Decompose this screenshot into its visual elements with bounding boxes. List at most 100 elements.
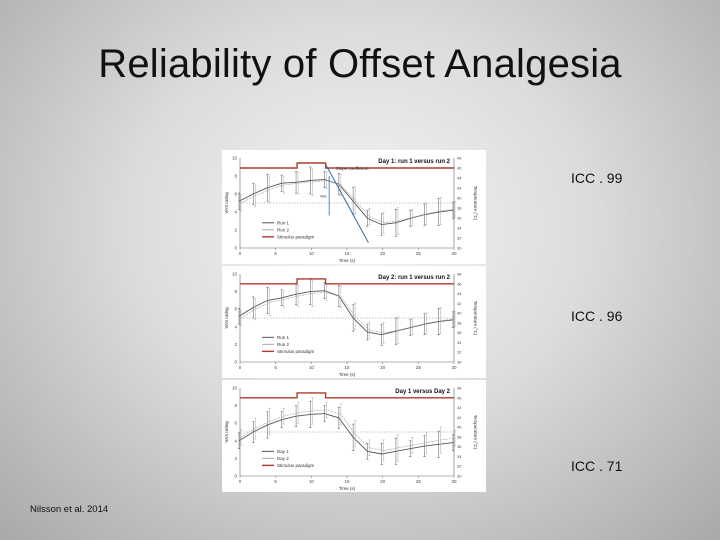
y-tick-label: 10: [232, 272, 238, 277]
y-tick-label: 4: [234, 210, 237, 215]
x-tick-label: 10: [309, 251, 315, 256]
legend-label: Run 1: [277, 220, 290, 225]
x-tick-label: 25: [416, 365, 422, 370]
legend-label: Day 1: [277, 449, 289, 454]
chart-title: Day 1 versus Day 2: [395, 389, 450, 395]
y2-tick-label: 44: [457, 405, 462, 410]
chart-day2-runs: 0 5 10 15 20 25 30024681030323436384042444648T…: [224, 272, 478, 378]
chart-day1-vs-day2: 0 5 10 15 20 25 30024681030323436384042444648T…: [224, 386, 478, 492]
y2-axis-label: Temperature (°C): [473, 415, 478, 450]
series-line-2: [240, 409, 456, 451]
series-line-2: [240, 292, 456, 334]
y-tick-label: 2: [234, 456, 237, 461]
x-axis-label: Time (s): [339, 258, 356, 263]
legend-label: Stimulus paradigm: [277, 234, 315, 239]
legend-label: Run 2: [277, 342, 290, 347]
y-axis-label: VAS rating: [224, 307, 229, 329]
legend-label: Day 2: [277, 456, 289, 461]
y2-tick-label: 30: [457, 360, 462, 365]
y2-tick-label: 36: [457, 330, 462, 335]
vas-annotation: VAS: [320, 195, 327, 199]
y-tick-label: 4: [234, 324, 237, 329]
y2-tick-label: 36: [457, 216, 462, 221]
y2-tick-label: 42: [457, 301, 462, 306]
x-tick-label: 30: [451, 251, 457, 256]
y-tick-label: 0: [234, 474, 237, 479]
series-line-1: [238, 290, 454, 336]
y-axis-label: VAS rating: [224, 192, 229, 214]
y2-tick-label: 30: [457, 474, 462, 479]
x-tick-label: 15: [344, 479, 350, 484]
y-tick-label: 8: [234, 289, 237, 294]
y2-tick-label: 48: [457, 386, 462, 391]
chart-panel-2: 0 5 10 15 20 25 30 0 2 4 6 8 10 30 32 34 36 38 40 42 44 46 48 T…: [222, 266, 486, 378]
y2-tick-label: 32: [457, 464, 462, 469]
series-stimulus-line: [240, 278, 454, 285]
y2-tick-label: 38: [457, 320, 462, 325]
slope-line: [325, 164, 369, 243]
series-stimulus-line: [240, 392, 454, 399]
y-tick-label: 0: [234, 360, 237, 365]
y-tick-label: 2: [234, 228, 237, 233]
x-tick-label: 20: [380, 251, 386, 256]
x-tick-label: 25: [416, 479, 422, 484]
y2-tick-label: 38: [457, 206, 462, 211]
y2-tick-label: 44: [457, 176, 462, 181]
x-tick-label: 5: [274, 479, 277, 484]
y2-tick-label: 44: [457, 291, 462, 296]
y-tick-label: 0: [234, 246, 237, 251]
icc-label-3: ICC . 71: [571, 458, 623, 474]
y2-tick-label: 34: [457, 340, 462, 345]
y2-tick-label: 48: [457, 156, 462, 161]
legend-label: Run 1: [277, 335, 290, 340]
x-tick-label: 20: [380, 479, 386, 484]
y-tick-label: 8: [234, 174, 237, 179]
x-tick-label: 5: [274, 251, 277, 256]
y2-tick-label: 40: [457, 425, 462, 430]
y2-tick-label: 36: [457, 444, 462, 449]
y2-tick-label: 34: [457, 454, 462, 459]
y2-tick-label: 32: [457, 350, 462, 355]
y-tick-label: 10: [232, 156, 238, 161]
y-axis-label: VAS rating: [224, 421, 229, 443]
y2-axis-label: Temperature (°C): [473, 186, 478, 221]
series-line-2: [240, 180, 456, 224]
y2-tick-label: 38: [457, 434, 462, 439]
y-tick-label: 2: [234, 342, 237, 347]
x-tick-label: 0: [239, 479, 242, 484]
y2-tick-label: 34: [457, 226, 462, 231]
y-tick-label: 8: [234, 403, 237, 408]
x-tick-label: 10: [309, 365, 315, 370]
chart-panel-3: 0 5 10 15 20 25 30 0 2 4 6 8 10 30 32 34 36 38 40 42 44 46 48 T…: [222, 380, 486, 492]
y2-tick-label: 30: [457, 246, 462, 251]
y-tick-label: 6: [234, 307, 237, 312]
x-tick-label: 5: [274, 365, 277, 370]
y2-tick-label: 46: [457, 166, 462, 171]
x-tick-label: 25: [416, 251, 422, 256]
y2-tick-label: 46: [457, 281, 462, 286]
x-axis-label: Time (s): [339, 486, 356, 491]
chart-title: Day 2: run 1 versus run 2: [378, 275, 450, 281]
x-tick-label: 30: [451, 365, 457, 370]
x-tick-label: 20: [380, 365, 386, 370]
series-line-1: [238, 179, 454, 226]
y2-tick-label: 42: [457, 186, 462, 191]
x-tick-label: 30: [451, 479, 457, 484]
legend-label: Run 2: [277, 227, 290, 232]
x-tick-label: 15: [344, 365, 350, 370]
chart-title: Day 1: run 1 versus run 2: [378, 159, 450, 165]
icc-label-2: ICC . 96: [571, 308, 623, 324]
y2-tick-label: 42: [457, 415, 462, 420]
y-tick-label: 10: [232, 386, 238, 391]
y-tick-label: 4: [234, 438, 237, 443]
x-tick-label: 10: [309, 479, 315, 484]
y2-tick-label: 32: [457, 236, 462, 241]
chart-day1-runs: 0 5 10 15 20 25 30024681030323436384042444648T…: [224, 156, 478, 264]
x-axis-label: Time (s): [339, 372, 356, 377]
y-tick-label: 6: [234, 192, 237, 197]
legend-label: Stimulus paradigm: [277, 349, 315, 354]
legend-label: Stimulus paradigm: [277, 463, 315, 468]
icc-label-1: ICC . 99: [571, 170, 623, 186]
slide-title: Reliability of Offset Analgesia: [98, 42, 622, 86]
y2-tick-label: 40: [457, 311, 462, 316]
